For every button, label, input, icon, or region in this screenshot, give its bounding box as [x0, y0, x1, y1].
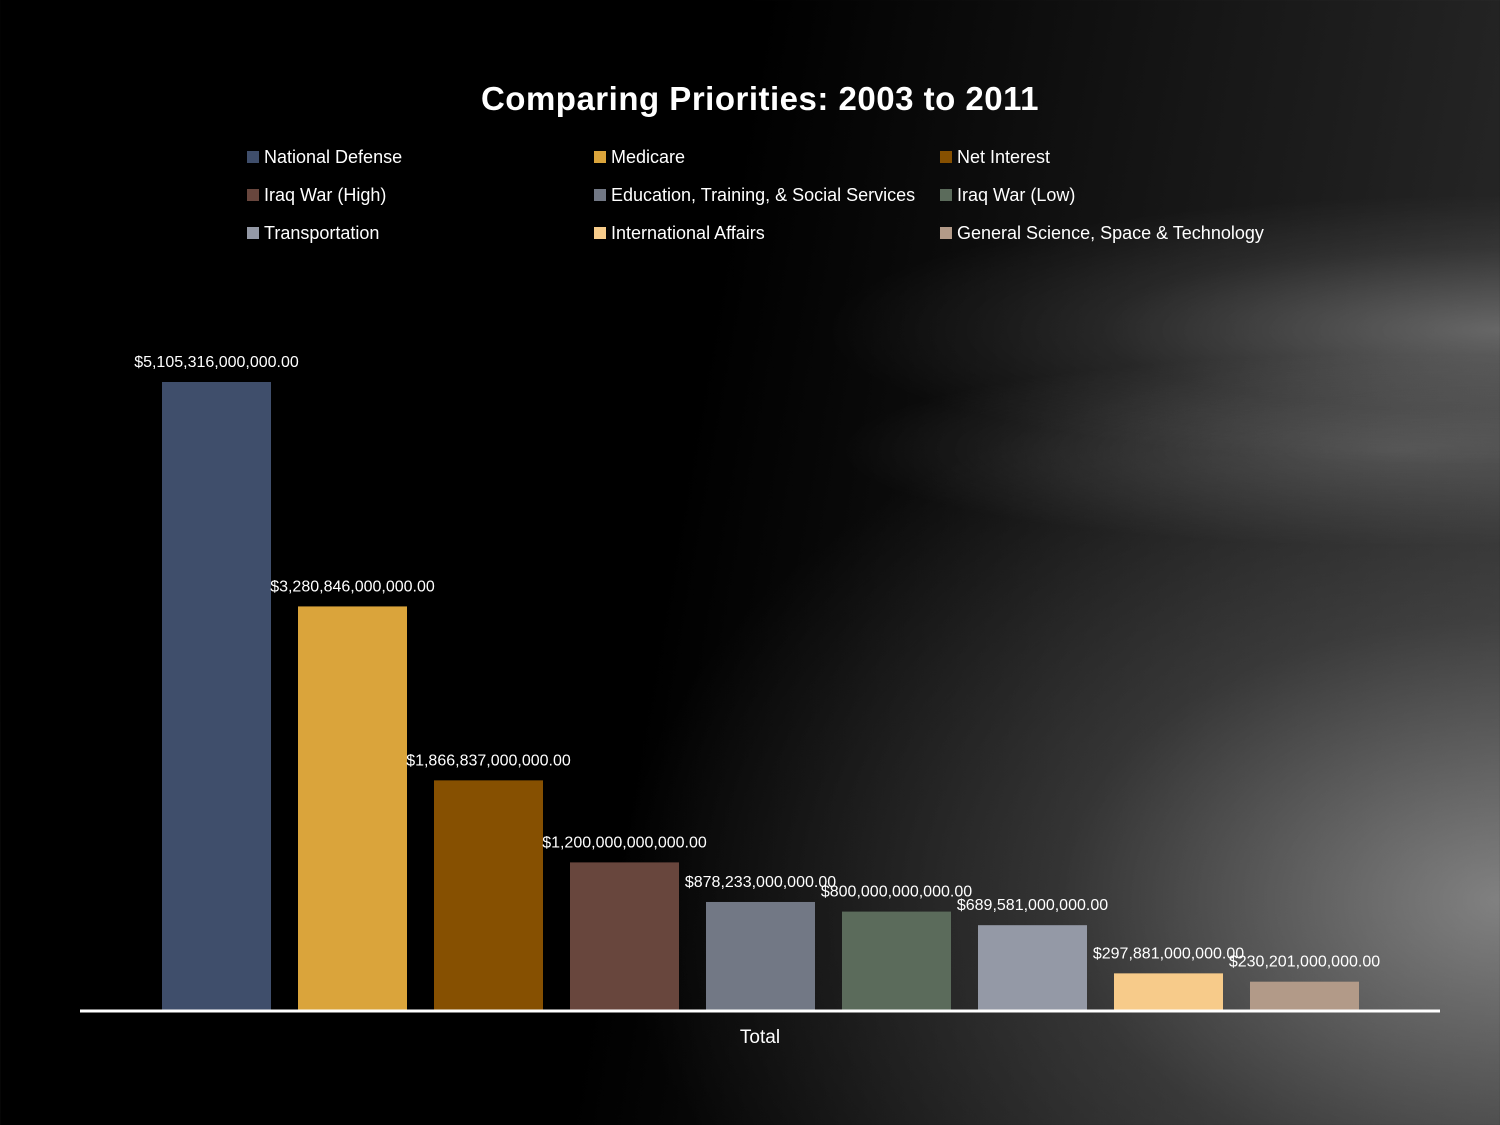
legend-item: National Defense	[247, 144, 594, 170]
data-label: $1,866,837,000,000.00	[406, 752, 571, 769]
legend-label: National Defense	[264, 146, 403, 167]
data-label: $5,105,316,000,000.00	[134, 354, 299, 371]
bar	[570, 862, 679, 1010]
legend-item: International Affairs	[594, 220, 940, 246]
legend-swatch	[940, 189, 952, 201]
chart-title: Comparing Priorities: 2003 to 2011	[480, 80, 1040, 117]
legend-label: Education, Training, & Social Services	[611, 184, 916, 205]
legend-label: Transportation	[264, 222, 380, 243]
bar	[706, 901, 815, 1010]
legend-item: General Science, Space & Technology	[940, 220, 1307, 246]
data-label: $297,881,000,000.00	[1093, 945, 1244, 962]
legend-swatch	[594, 151, 606, 163]
legend-item: Transportation	[247, 220, 594, 246]
bar	[298, 606, 407, 1010]
data-label: $230,201,000,000.00	[1229, 954, 1380, 971]
legend-label: Net Interest	[957, 146, 1051, 167]
bar	[1250, 981, 1359, 1010]
legend-swatch	[594, 189, 606, 201]
legend-swatch	[594, 227, 606, 239]
legend-label: General Science, Space & Technology	[957, 222, 1264, 243]
data-label: $3,280,846,000,000.00	[270, 578, 435, 595]
legend-label: Iraq War (High)	[264, 184, 387, 205]
legend-label: Medicare	[611, 146, 686, 167]
legend-item: Iraq War (Low)	[940, 182, 1307, 208]
legend: National Defense Medicare Net Interest Iraq…	[247, 144, 1307, 258]
legend-item: Education, Training, & Social Services	[594, 182, 940, 208]
legend-item: Net Interest	[940, 144, 1307, 170]
x-tick-label: Total	[740, 1027, 780, 1048]
data-label: $878,233,000,000.00	[685, 874, 836, 891]
bar	[434, 780, 543, 1010]
bar	[162, 382, 271, 1010]
data-label: $800,000,000,000.00	[821, 884, 972, 901]
bar	[1114, 973, 1223, 1010]
legend-item: Iraq War (High)	[247, 182, 594, 208]
legend-swatch	[940, 227, 952, 239]
bar	[978, 925, 1087, 1010]
legend-item: Medicare	[594, 144, 940, 170]
data-label: $1,200,000,000,000.00	[542, 834, 707, 851]
legend-swatch	[247, 151, 259, 163]
legend-label: Iraq War (Low)	[957, 184, 1076, 205]
legend-swatch	[940, 151, 952, 163]
legend-label: International Affairs	[611, 222, 765, 243]
legend-swatch	[247, 189, 259, 201]
legend-swatch	[247, 227, 259, 239]
data-label: $689,581,000,000.00	[957, 897, 1108, 914]
bar	[842, 911, 951, 1010]
